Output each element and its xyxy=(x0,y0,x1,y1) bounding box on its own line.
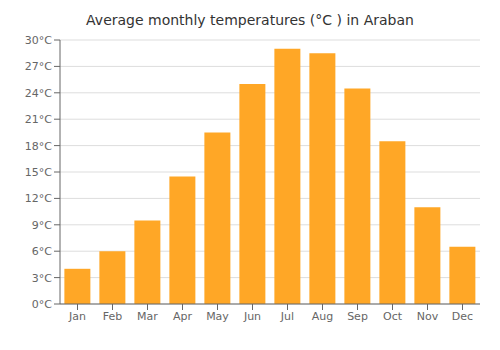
svg-text:Jun: Jun xyxy=(243,310,261,323)
svg-text:6°C: 6°C xyxy=(32,245,52,258)
svg-text:Aug: Aug xyxy=(312,310,333,323)
svg-text:30°C: 30°C xyxy=(25,34,52,47)
svg-text:12°C: 12°C xyxy=(25,192,52,205)
svg-text:Dec: Dec xyxy=(452,310,473,323)
svg-text:Feb: Feb xyxy=(103,310,122,323)
svg-text:0°C: 0°C xyxy=(32,298,52,311)
svg-text:Jul: Jul xyxy=(280,310,294,323)
svg-text:Nov: Nov xyxy=(417,310,439,323)
svg-text:21°C: 21°C xyxy=(25,113,52,126)
svg-text:Mar: Mar xyxy=(137,310,158,323)
svg-text:Sep: Sep xyxy=(347,310,368,323)
svg-text:9°C: 9°C xyxy=(32,219,52,232)
svg-text:18°C: 18°C xyxy=(25,140,52,153)
svg-text:Jan: Jan xyxy=(68,310,86,323)
svg-text:27°C: 27°C xyxy=(25,60,52,73)
svg-text:3°C: 3°C xyxy=(32,272,52,285)
svg-text:15°C: 15°C xyxy=(25,166,52,179)
svg-text:24°C: 24°C xyxy=(25,87,52,100)
svg-text:Apr: Apr xyxy=(173,310,193,323)
svg-text:Oct: Oct xyxy=(383,310,403,323)
html-text:Average monthly temperatures (: Average monthly temperatures (°C ) in Ar… xyxy=(86,12,414,28)
svg-text:May: May xyxy=(206,310,229,323)
